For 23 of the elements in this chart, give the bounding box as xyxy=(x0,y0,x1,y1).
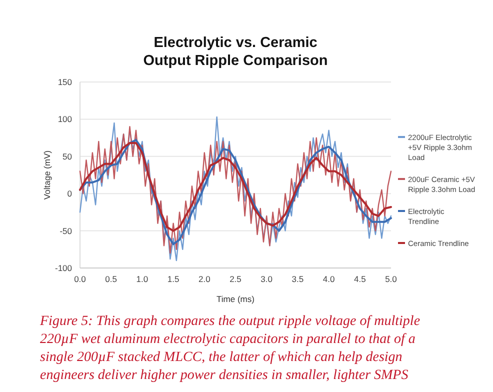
y-tick-label: 0 xyxy=(67,188,72,199)
y-tick-label: -100 xyxy=(54,262,72,273)
line-series xyxy=(79,139,392,246)
caption: Figure 5: This graph compares the output ripple voltage of multiple 220µF wet aluminum electrolytic capacitors in parallel to that of a single 200µF stacked MLCC, the latter of which can help design engineers deliver higher power densities in smaller, lighter SMPS xyxy=(39,314,420,383)
x-tick-label: 5.0 xyxy=(385,274,398,284)
x-tick-label: 1.0 xyxy=(136,274,148,284)
y-tick-label: 150 xyxy=(58,76,72,87)
x-tick-label: 0.0 xyxy=(74,274,86,284)
x-tick-label: 1.5 xyxy=(167,274,180,284)
y-tick-label: -50 xyxy=(60,226,72,236)
x-tick-label: 4.0 xyxy=(322,274,335,284)
chart-title: Electrolytic vs. Ceramic Output Ripple Comparison xyxy=(143,35,328,69)
x-tick-label: 2.0 xyxy=(198,274,211,284)
y-tick-label: 50 xyxy=(62,151,72,162)
y-axis-title: Voltage (mV) xyxy=(42,150,52,200)
y-tick-label: 100 xyxy=(58,114,72,124)
x-tick-label: 2.5 xyxy=(230,274,242,284)
line-series xyxy=(79,142,392,232)
x-tick-label: 4.5 xyxy=(354,274,366,284)
x-axis-title: Time (ms) xyxy=(216,294,255,304)
x-tick-label: 3.0 xyxy=(260,274,273,284)
x-tick-label: 0.5 xyxy=(105,274,118,284)
x-tick-label: 3.5 xyxy=(292,274,304,284)
